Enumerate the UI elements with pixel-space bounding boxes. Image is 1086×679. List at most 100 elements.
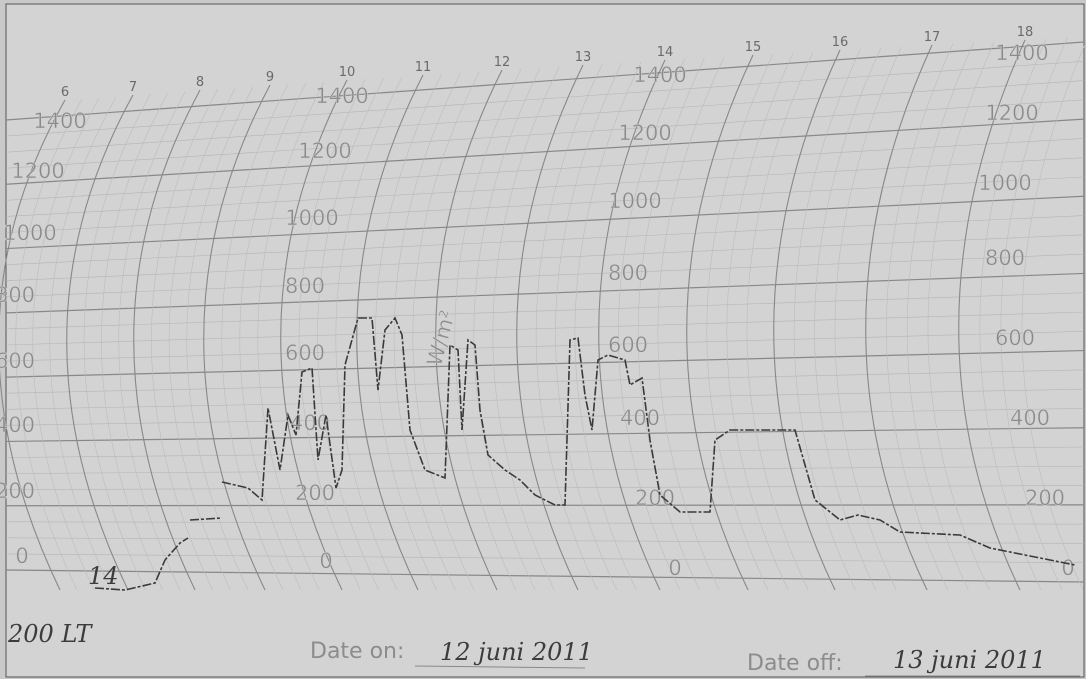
grid <box>0 37 1086 591</box>
paper-grid-line <box>5 311 1085 346</box>
paper-grid-line <box>5 215 1085 265</box>
labels: 6 7 8 9 10 11 12 13 14 15 16 17 18140012001000800600… <box>0 25 1075 580</box>
minor-curve <box>257 81 325 591</box>
paper-grid-line <box>5 504 1085 507</box>
minor-curve <box>317 77 384 591</box>
minor-curve <box>375 73 442 591</box>
hour-curve <box>865 44 933 591</box>
scale-label: 1200 <box>298 139 351 163</box>
hour-label: 7 <box>129 80 137 95</box>
minor-curve <box>886 43 954 591</box>
hour-curve <box>66 94 134 591</box>
scale-label: 200 <box>1025 486 1065 510</box>
date-on: 12 juni 2011 <box>440 638 593 666</box>
minor-curve <box>535 63 603 591</box>
minor-curve <box>221 83 289 591</box>
scale-label: 200 <box>0 479 35 503</box>
minor-curve <box>168 87 236 591</box>
minor-curve <box>726 52 794 591</box>
paper-grid-line <box>5 465 1085 474</box>
scale-label: 600 <box>0 349 35 373</box>
minor-curve <box>15 98 83 591</box>
minor-curve <box>151 88 218 591</box>
scale-label: 200 <box>295 481 335 505</box>
scale-label: 1000 <box>608 189 661 213</box>
scale-label: 1200 <box>985 101 1038 125</box>
paper-grid-line <box>5 292 1085 330</box>
minor-curve <box>706 53 774 591</box>
minor-curve <box>574 61 642 591</box>
scale-label: 1400 <box>315 84 368 108</box>
paper-grid-line <box>5 176 1085 233</box>
scale-label: 800 <box>985 246 1025 270</box>
paper-grid-line <box>5 272 1085 314</box>
scale-label: 800 <box>0 283 35 307</box>
paper-grid-line <box>5 553 1085 564</box>
minor-curve <box>412 71 480 591</box>
hour-curve <box>958 39 1026 591</box>
recorded-trace <box>94 316 1076 591</box>
hour-label: 15 <box>745 40 762 55</box>
hour-curve <box>598 59 666 591</box>
scale-label: 600 <box>995 326 1035 350</box>
hour-label: 6 <box>61 85 69 100</box>
hour-label: 17 <box>924 30 941 45</box>
hour-curve <box>356 74 424 591</box>
scale-label: 800 <box>285 274 325 298</box>
minor-curve <box>473 67 541 591</box>
minor-curve <box>1021 41 1086 591</box>
paper-grid-line <box>5 427 1085 443</box>
paper-grid-line <box>5 41 1085 121</box>
paper-grid-line <box>5 369 1085 394</box>
paper-grid-line <box>5 195 1085 250</box>
paper-grid-line <box>5 446 1085 458</box>
minor-curve <box>83 93 151 591</box>
hour-curve <box>686 54 754 591</box>
paper-grid-line <box>5 485 1085 490</box>
scale-label: 200 <box>635 486 675 510</box>
paper-grid-line <box>5 118 1085 185</box>
paper-grid-line <box>5 234 1085 282</box>
minor-curve <box>555 62 623 591</box>
scale-label: 1200 <box>618 121 671 145</box>
minor-curve <box>657 56 725 591</box>
minor-curve <box>746 51 814 591</box>
hour-curve <box>773 49 841 591</box>
minor-curve <box>393 72 461 591</box>
minor-curve <box>32 97 100 591</box>
paper-grid-line <box>5 157 1085 217</box>
hour-label: 9 <box>266 70 274 85</box>
minor-curve <box>979 38 1047 591</box>
scale-label: 400 <box>0 413 35 437</box>
hour-curve <box>203 84 271 591</box>
paper-grid-line <box>5 388 1085 410</box>
minor-curve <box>298 78 366 591</box>
paper-grid-line <box>5 80 1085 153</box>
minor-curve <box>906 42 974 591</box>
scale-label: 1400 <box>33 109 86 133</box>
hour-curve <box>280 79 348 591</box>
date-off-label: Date off: <box>747 651 843 676</box>
scale-label: 1000 <box>978 171 1031 195</box>
minor-curve <box>49 96 117 591</box>
paper-grid-line <box>5 330 1085 362</box>
scale-label: 0 <box>319 549 332 573</box>
paper-grid-line <box>5 99 1085 169</box>
scale-label: 400 <box>1010 406 1050 430</box>
scale-label: 400 <box>620 406 660 430</box>
minor-curve <box>793 48 861 591</box>
date-off: 13 juni 2011 <box>893 646 1046 674</box>
minor-curve <box>118 91 186 591</box>
minor-curve <box>618 58 685 591</box>
hour-curve <box>516 64 584 591</box>
scale-label: 1400 <box>633 63 686 87</box>
chart-code: 200 LT <box>7 620 93 648</box>
scale-label: 1000 <box>3 221 56 245</box>
hour-label: 10 <box>339 65 356 80</box>
scale-label: 600 <box>285 341 325 365</box>
hour-curve <box>133 89 201 591</box>
minor-curve <box>1000 37 1068 591</box>
hour-label: 11 <box>415 60 432 75</box>
paper-grid-line <box>5 253 1085 298</box>
minor-curve <box>927 41 995 591</box>
